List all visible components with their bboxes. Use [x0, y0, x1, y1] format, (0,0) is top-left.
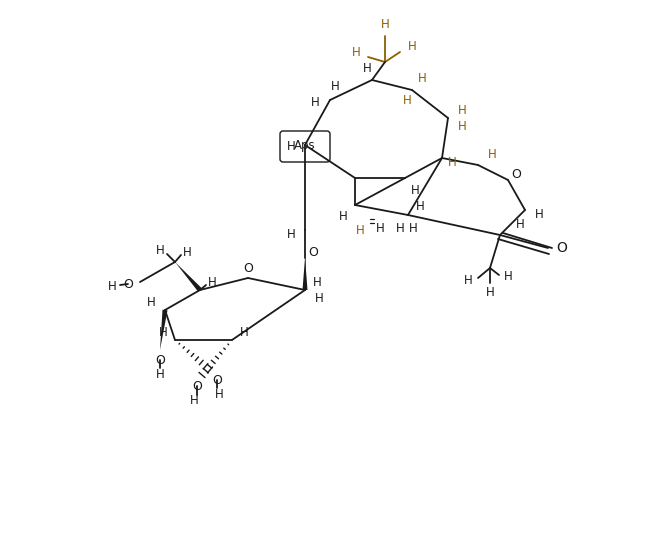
- Text: O: O: [511, 169, 521, 182]
- Text: H: H: [156, 367, 164, 381]
- Text: H: H: [411, 184, 419, 197]
- Text: H: H: [486, 287, 494, 300]
- Text: H: H: [395, 222, 405, 234]
- Text: H: H: [362, 61, 372, 75]
- Text: O: O: [243, 262, 253, 274]
- Text: H: H: [286, 229, 296, 241]
- Polygon shape: [175, 262, 202, 292]
- Text: H: H: [376, 222, 384, 234]
- Text: H: H: [240, 326, 248, 339]
- Text: H: H: [447, 156, 456, 169]
- Text: H: H: [311, 96, 319, 108]
- Text: H: H: [457, 104, 467, 116]
- Text: O: O: [192, 380, 202, 392]
- Text: H: H: [331, 81, 339, 93]
- Polygon shape: [302, 258, 308, 290]
- Text: H: H: [381, 19, 389, 32]
- Text: H: H: [286, 140, 296, 153]
- FancyBboxPatch shape: [280, 131, 330, 162]
- Text: H: H: [315, 292, 323, 304]
- Text: H: H: [416, 200, 424, 214]
- Text: H: H: [356, 224, 364, 237]
- Text: Aps: Aps: [294, 138, 316, 152]
- Text: H: H: [208, 276, 216, 288]
- Text: H: H: [158, 326, 168, 339]
- Text: O: O: [556, 241, 568, 255]
- Text: H: H: [147, 295, 155, 309]
- Text: H: H: [457, 120, 467, 132]
- Text: H: H: [313, 276, 321, 288]
- Text: H: H: [339, 210, 347, 224]
- Text: H: H: [409, 223, 417, 235]
- Text: H: H: [352, 45, 360, 59]
- Text: H: H: [156, 244, 164, 256]
- Text: H: H: [463, 273, 473, 287]
- Text: H: H: [418, 72, 426, 84]
- Text: H: H: [183, 246, 191, 258]
- Polygon shape: [160, 310, 168, 350]
- Text: H: H: [504, 270, 512, 282]
- Text: H: H: [488, 148, 496, 161]
- Text: O: O: [123, 278, 133, 290]
- Text: H: H: [408, 40, 416, 52]
- Text: H: H: [403, 93, 411, 106]
- Text: H: H: [535, 208, 543, 222]
- Text: H: H: [214, 388, 223, 400]
- Text: H: H: [108, 280, 116, 294]
- Text: H: H: [189, 394, 199, 406]
- Text: H: H: [515, 218, 525, 232]
- Text: O: O: [212, 373, 222, 387]
- Text: O: O: [308, 247, 318, 260]
- Text: O: O: [155, 354, 165, 366]
